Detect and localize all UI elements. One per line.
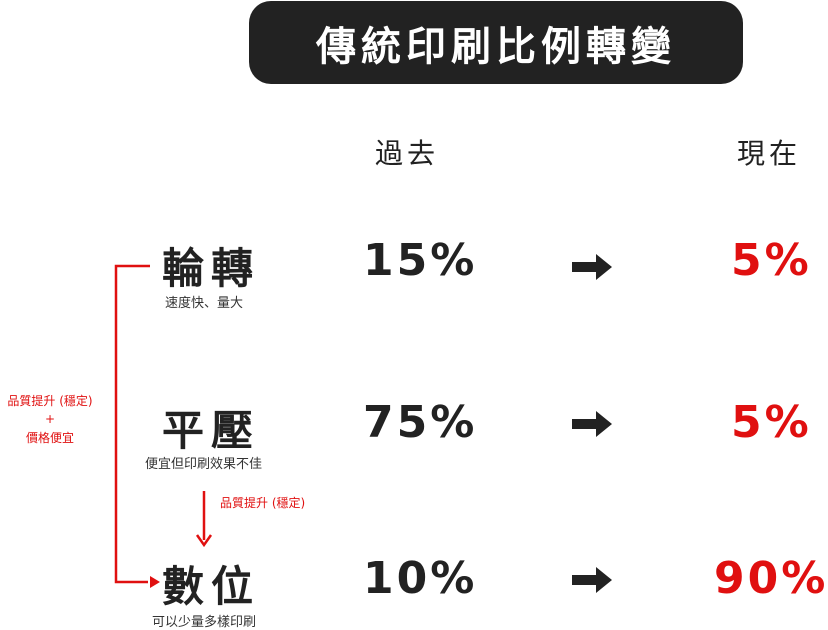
column-header-now: 現在 bbox=[737, 137, 802, 170]
left-note-line1: 品質提升 (穩定) bbox=[7, 394, 93, 408]
method-desc-rotary: 速度快、量大 bbox=[165, 296, 244, 311]
middle-note: 品質提升 (穩定) bbox=[220, 496, 306, 510]
past-value-digital: 10% bbox=[363, 553, 478, 604]
method-name-digital: 數位 bbox=[162, 562, 261, 611]
past-value-rotary: 15% bbox=[363, 235, 478, 286]
now-value-platen: 5% bbox=[731, 397, 812, 448]
method-name-rotary: 輪轉 bbox=[162, 244, 261, 293]
left-bracket-line bbox=[114, 264, 150, 584]
now-value-digital: 90% bbox=[714, 553, 828, 604]
right-arrow-icon bbox=[572, 254, 612, 280]
middle-down-arrowhead bbox=[195, 534, 213, 548]
method-name-platen: 平壓 bbox=[162, 406, 261, 455]
right-arrow-icon bbox=[572, 411, 612, 437]
method-desc-platen: 便宜但印刷效果不佳 bbox=[145, 457, 263, 472]
left-note: 品質提升 (穩定) + 價格便宜 bbox=[0, 392, 100, 446]
page-title: 傳統印刷比例轉變 bbox=[316, 23, 676, 70]
title-banner: 傳統印刷比例轉變 bbox=[249, 1, 743, 84]
left-bracket-arrowhead bbox=[150, 576, 160, 588]
past-value-platen: 75% bbox=[363, 397, 478, 448]
left-note-line3: 價格便宜 bbox=[25, 431, 74, 445]
right-arrow-icon bbox=[572, 567, 612, 593]
now-value-rotary: 5% bbox=[731, 235, 812, 286]
left-note-line2: + bbox=[44, 412, 56, 426]
column-header-past: 過去 bbox=[375, 137, 440, 170]
method-desc-digital: 可以少量多樣印刷 bbox=[152, 615, 257, 630]
